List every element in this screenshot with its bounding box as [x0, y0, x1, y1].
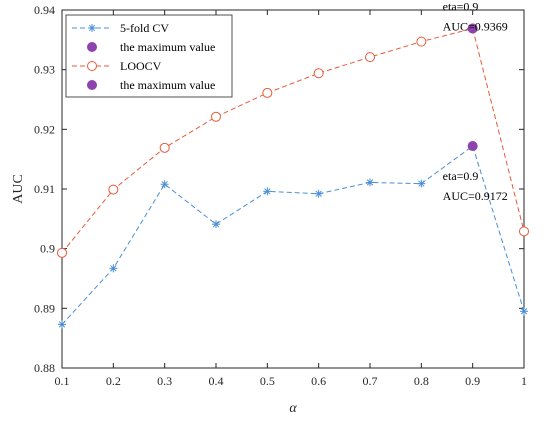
y-axis-label: AUC	[11, 174, 26, 204]
x-tick-label: 0.3	[157, 374, 172, 388]
legend-marker-cv	[88, 24, 96, 32]
x-tick-label: 0.4	[209, 374, 224, 388]
annotations-layer: eta=0.9 AUC=0.9172 eta=0.9 AUC=0.9369	[443, 0, 508, 203]
x-tick-label: 0.8	[414, 374, 429, 388]
legend-marker-max	[87, 42, 97, 52]
y-tick-label: 0.89	[34, 301, 55, 315]
data-point-loocv	[365, 52, 375, 63]
x-tick-label: 0.5	[260, 374, 275, 388]
legend-entry-label: LOOCV	[120, 59, 162, 73]
x-tick-label: 0.1	[55, 374, 70, 388]
maximum-point	[467, 141, 478, 152]
x-tick-label: 0.2	[106, 374, 121, 388]
y-tick-label: 0.88	[34, 361, 55, 375]
data-point-cv	[263, 187, 272, 196]
data-point-cv	[314, 189, 323, 198]
max-annotation-line1: eta=0.9	[443, 0, 479, 13]
y-tick-label: 0.9	[40, 242, 55, 256]
max-annotation-line1: eta=0.9	[443, 169, 479, 183]
data-point-cv	[366, 178, 374, 187]
legend-entry-label: the maximum value	[120, 40, 215, 54]
x-tick-label: 0.7	[363, 374, 378, 388]
data-point-loocv	[211, 111, 221, 122]
series-line-1	[61, 27, 525, 254]
data-point-loocv	[262, 87, 273, 98]
data-point-cv	[417, 179, 426, 188]
y-tick-label: 0.94	[34, 3, 55, 17]
max-annotation-line2: AUC=0.9172	[443, 189, 508, 203]
data-point-loocv	[313, 68, 324, 79]
y-tick-label: 0.92	[34, 122, 55, 136]
legend-entry-label: 5-fold CV	[120, 21, 169, 35]
x-axis-label: α	[289, 401, 297, 416]
ticks-layer: 0.1 0.2 0.3 0.4 0.5 0.6 0.7 0.8 0.9 10.880.890.90…	[34, 3, 527, 388]
data-point-cv	[109, 264, 118, 273]
legend-marker-max	[87, 80, 97, 90]
data-point-loocv	[159, 142, 170, 153]
data-point-loocv	[519, 226, 529, 237]
data-point-loocv	[57, 247, 67, 258]
legend: 5-fold CV the maximum value LOOCV the maxim…	[65, 14, 233, 98]
x-tick-label: 0.9	[465, 374, 480, 388]
x-tick-label: 0.6	[311, 374, 326, 388]
data-point-cv	[212, 220, 220, 229]
data-point-cv	[58, 320, 66, 329]
data-point-cv	[520, 307, 528, 316]
x-tick-label: 1	[521, 374, 527, 388]
max-annotation-line2: AUC=0.9369	[443, 19, 508, 33]
data-point-loocv	[108, 184, 119, 195]
maximum-point	[467, 23, 478, 34]
data-point-cv	[160, 180, 169, 189]
legend-entry-label: the maximum value	[120, 78, 215, 92]
y-tick-label: 0.93	[34, 63, 55, 77]
data-point-loocv	[416, 36, 427, 47]
y-tick-label: 0.91	[34, 182, 55, 196]
legend-marker-loocv	[87, 61, 97, 71]
